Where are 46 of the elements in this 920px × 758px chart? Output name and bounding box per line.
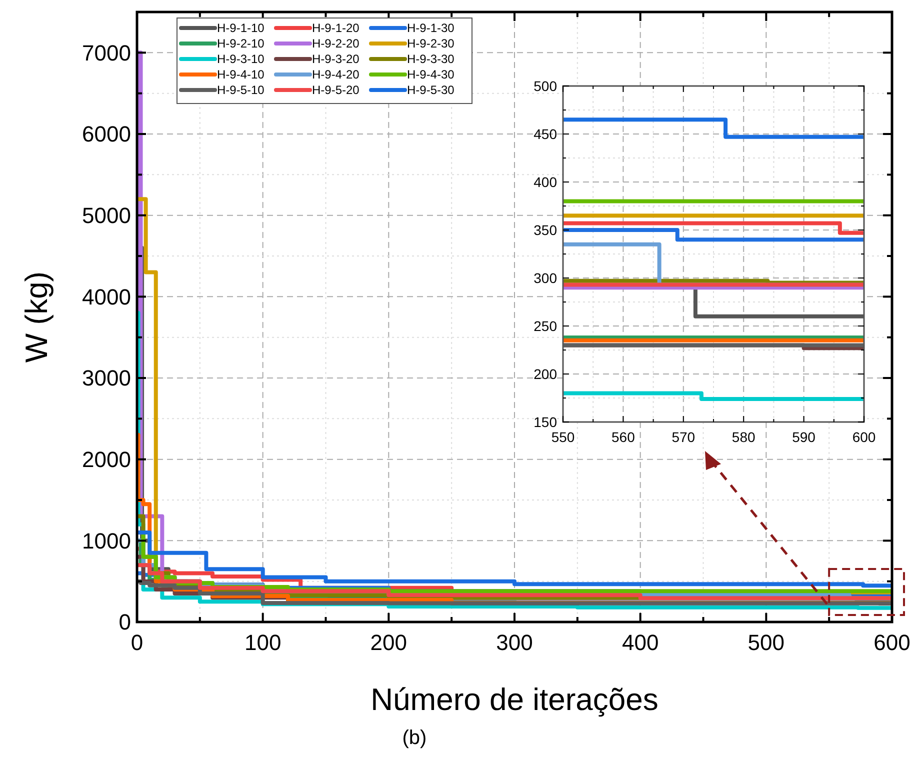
x-tick-label: 300 (496, 630, 533, 655)
y-tick-label: 350 (534, 222, 558, 238)
y-tick-label: 4000 (82, 284, 131, 310)
y-tick-label: 3000 (82, 366, 131, 391)
x-tick-label: 580 (732, 429, 756, 445)
y-tick-label: 300 (534, 270, 558, 286)
legend-label: H-9-2-10 (217, 36, 265, 51)
x-tick-label: 600 (874, 630, 910, 655)
y-tick-label: 6000 (82, 122, 131, 147)
legend-label: H-9-1-20 (312, 21, 360, 36)
legend-label: H-9-5-30 (407, 83, 455, 98)
y-tick-label: 200 (534, 366, 558, 382)
legend-label: H-9-2-30 (407, 36, 455, 51)
y-tick-label: 250 (534, 318, 558, 334)
x-tick-label: 570 (672, 429, 696, 445)
legend-label: H-9-3-20 (312, 52, 360, 66)
x-tick-label: 560 (612, 429, 636, 445)
y-tick-label: 7000 (82, 40, 131, 66)
legend-label: H-9-4-20 (312, 68, 360, 82)
y-tick-label: 500 (534, 78, 558, 94)
legend-label: H-9-3-30 (407, 52, 455, 66)
x-tick-label: 200 (370, 630, 408, 655)
text: (b) (402, 727, 427, 749)
y-tick-label: 450 (534, 126, 558, 142)
legend-label: H-9-1-30 (407, 21, 455, 36)
y-tick-label: 1000 (82, 528, 131, 554)
legend-label: H-9-2-20 (312, 36, 360, 51)
x-tick-label: 500 (748, 630, 785, 655)
x-axis-title: Número de iterações (370, 682, 658, 717)
legend-label: H-9-4-30 (407, 68, 455, 82)
legend-label: H-9-1-10 (217, 21, 265, 36)
y-tick-label: 0 (118, 610, 131, 635)
x-tick-label: 400 (622, 630, 659, 655)
x-tick-label: 600 (852, 429, 876, 445)
legend-label: H-9-5-20 (312, 83, 360, 98)
legend-label: H-9-5-10 (217, 83, 265, 98)
legend-label: H-9-3-10 (217, 52, 265, 66)
x-tick-label: 100 (244, 630, 282, 655)
x-tick-label: 550 (551, 429, 575, 445)
x-tick-label: 590 (792, 429, 816, 445)
y-tick-label: 5000 (82, 203, 131, 228)
y-axis-title: W (kg) (19, 271, 54, 363)
legend-label: H-9-4-10 (217, 68, 265, 82)
y-tick-label: 150 (534, 414, 558, 430)
y-tick-label: 400 (534, 174, 558, 190)
y-tick-label: 2000 (82, 447, 131, 472)
